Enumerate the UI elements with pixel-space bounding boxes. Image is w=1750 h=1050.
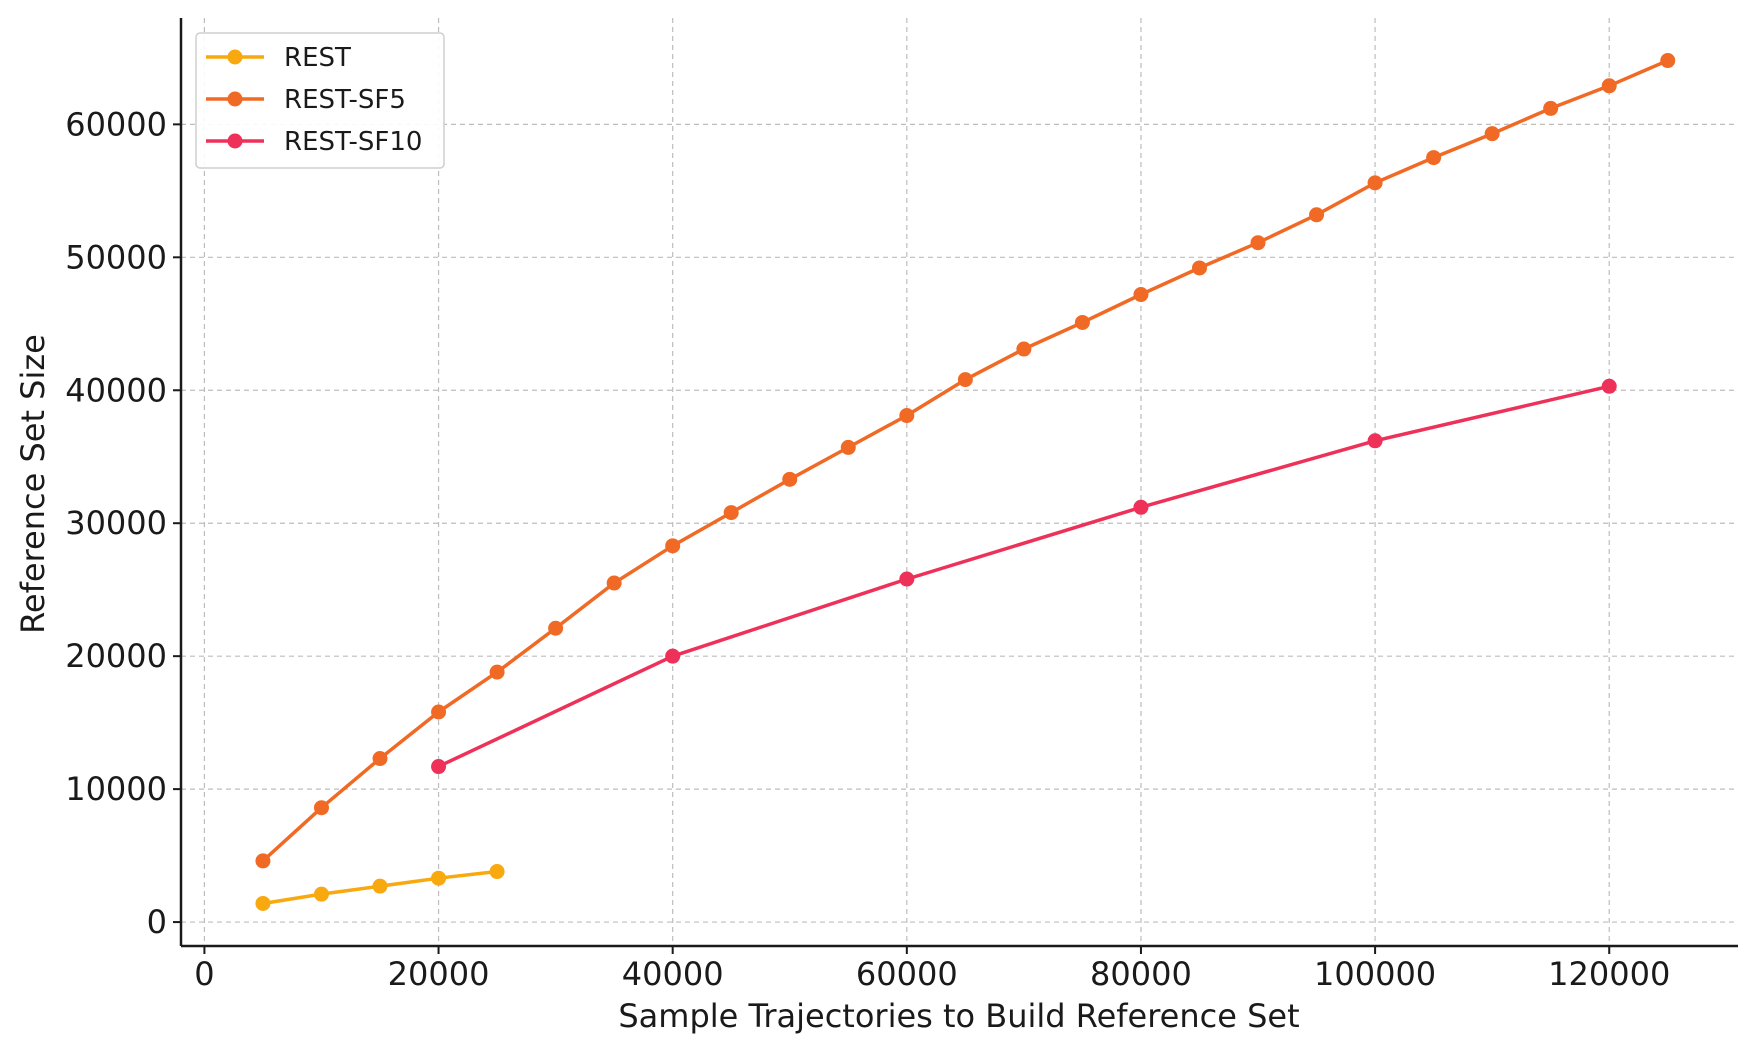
data-point-rest bbox=[431, 870, 447, 886]
data-point-rest-sf5 bbox=[1074, 314, 1090, 330]
x-tick-label: 40000 bbox=[622, 955, 724, 993]
legend-box bbox=[195, 32, 445, 169]
data-point-rest-sf10 bbox=[1601, 378, 1617, 394]
data-point-rest bbox=[313, 886, 329, 902]
grid bbox=[181, 18, 1738, 946]
data-point-rest-sf10 bbox=[665, 648, 681, 664]
data-point-rest-sf5 bbox=[431, 704, 447, 720]
y-tick-label: 30000 bbox=[65, 504, 167, 542]
x-tick-label: 80000 bbox=[1090, 955, 1192, 993]
data-point-rest-sf10 bbox=[1133, 499, 1149, 515]
data-point-rest-sf5 bbox=[665, 538, 681, 554]
legend-item-rest: REST bbox=[206, 43, 351, 73]
series-rest-sf5 bbox=[255, 53, 1676, 869]
x-tick-label: 20000 bbox=[388, 955, 490, 993]
ticks: 0 20000 40000 60000 80000 100000 120000 0 10000 2… bbox=[65, 105, 1670, 993]
y-tick-label: 40000 bbox=[65, 371, 167, 409]
y-axis-title: Reference Set Size bbox=[14, 334, 52, 634]
data-point-rest-sf5 bbox=[1250, 235, 1266, 251]
data-point-rest-sf5 bbox=[1133, 287, 1149, 303]
data-point-rest-sf5 bbox=[840, 439, 856, 455]
x-tick-label: 120000 bbox=[1548, 955, 1670, 993]
data-point-rest-sf5 bbox=[255, 853, 271, 869]
series-line-rest-sf5 bbox=[261, 58, 1670, 863]
data-point-rest-sf5 bbox=[1016, 341, 1032, 357]
data-point-rest-sf5 bbox=[313, 800, 329, 816]
legend-marker-rest bbox=[227, 49, 243, 65]
data-point-rest bbox=[255, 895, 271, 911]
series-line-rest-sf10 bbox=[436, 384, 1611, 769]
x-tick-label: 100000 bbox=[1314, 955, 1436, 993]
legend-item-rest-sf5: REST-SF5 bbox=[206, 85, 406, 115]
x-axis-title: Sample Trajectories to Build Reference S… bbox=[618, 997, 1299, 1035]
data-point-rest-sf10 bbox=[1367, 433, 1383, 449]
data-point-rest-sf5 bbox=[1660, 53, 1676, 69]
legend-marker-rest-sf10 bbox=[227, 133, 243, 149]
data-point-rest-sf10 bbox=[899, 571, 915, 587]
data-point-rest bbox=[372, 878, 388, 894]
y-tick-label: 0 bbox=[147, 903, 167, 941]
data-point-rest-sf5 bbox=[1309, 207, 1325, 223]
data-point-rest-sf5 bbox=[489, 664, 505, 680]
legend-label-rest: REST bbox=[284, 43, 351, 73]
data-point-rest-sf5 bbox=[606, 575, 622, 591]
data-point-rest-sf5 bbox=[1484, 126, 1500, 142]
x-tick-label: 0 bbox=[194, 955, 214, 993]
series-rest bbox=[255, 864, 505, 911]
data-point-rest-sf5 bbox=[1426, 150, 1442, 166]
legend-label-rest-sf5: REST-SF5 bbox=[284, 85, 406, 115]
data-point-rest-sf5 bbox=[782, 471, 798, 487]
data-point-rest-sf10 bbox=[431, 759, 447, 775]
y-tick-label: 20000 bbox=[65, 637, 167, 675]
legend-label-rest-sf10: REST-SF10 bbox=[284, 127, 422, 157]
data-point-rest-sf5 bbox=[723, 505, 739, 521]
data-point-rest-sf5 bbox=[957, 372, 973, 388]
y-tick-label: 50000 bbox=[65, 238, 167, 276]
series-rest-sf10 bbox=[431, 378, 1617, 775]
data-point-rest-sf5 bbox=[899, 408, 915, 424]
data-point-rest-sf5 bbox=[1367, 175, 1383, 191]
x-tick-label: 60000 bbox=[856, 955, 958, 993]
data-point-rest bbox=[489, 864, 505, 880]
data-point-rest-sf5 bbox=[1191, 260, 1207, 276]
y-tick-label: 10000 bbox=[65, 770, 167, 808]
axes bbox=[179, 18, 1738, 948]
data-point-rest-sf5 bbox=[372, 751, 388, 767]
legend: REST REST-SF5 REST-SF10 bbox=[195, 32, 445, 169]
legend-marker-rest-sf5 bbox=[227, 91, 243, 107]
y-tick-label: 60000 bbox=[65, 105, 167, 143]
data-point-rest-sf5 bbox=[1601, 78, 1617, 94]
series bbox=[255, 53, 1676, 911]
data-point-rest-sf5 bbox=[548, 620, 564, 636]
data-point-rest-sf5 bbox=[1543, 100, 1559, 116]
legend-item-rest-sf10: REST-SF10 bbox=[206, 127, 422, 157]
